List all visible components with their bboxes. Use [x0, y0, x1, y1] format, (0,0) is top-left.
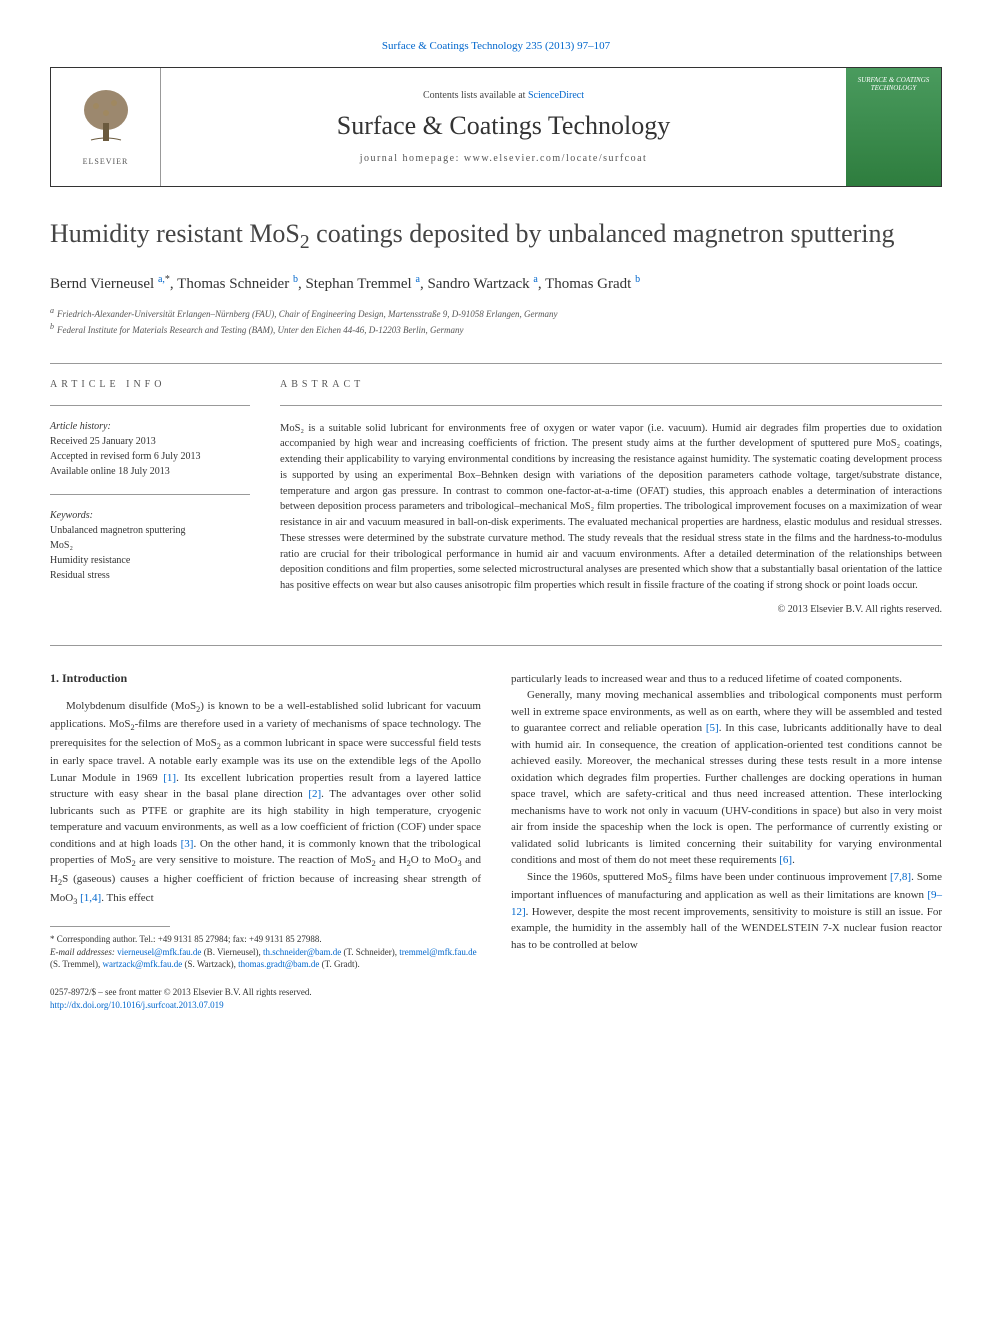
- affiliations: aFriedrich-Alexander-Universität Erlange…: [50, 305, 942, 338]
- header-center: Contents lists available at ScienceDirec…: [161, 68, 846, 186]
- info-heading: article info: [50, 379, 250, 390]
- info-divider: [50, 494, 250, 495]
- info-abstract-row: article info Article history: Received 2…: [50, 379, 942, 615]
- issn-line: 0257-8972/$ – see front matter © 2013 El…: [50, 986, 481, 999]
- body-text: particularly leads to increased wear and…: [511, 671, 942, 954]
- history-line: Received 25 January 2013: [50, 434, 250, 449]
- doi-link[interactable]: http://dx.doi.org/10.1016/j.surfcoat.201…: [50, 1000, 224, 1010]
- cover-title: SURFACE & COATINGS TECHNOLOGY: [850, 76, 937, 93]
- keyword: Residual stress: [50, 568, 250, 583]
- elsevier-logo: ELSEVIER: [66, 82, 146, 172]
- journal-name: Surface & Coatings Technology: [337, 111, 670, 141]
- elsevier-tree-icon: [76, 88, 136, 153]
- homepage-line: journal homepage: www.elsevier.com/locat…: [360, 153, 648, 164]
- left-column: 1. Introduction Molybdenum disulfide (Mo…: [50, 671, 481, 1011]
- keywords-block: Keywords: Unbalanced magnetron sputterin…: [50, 510, 250, 583]
- divider: [50, 363, 942, 364]
- body-text: Molybdenum disulfide (MoS2) is known to …: [50, 698, 481, 908]
- top-citation-link[interactable]: Surface & Coatings Technology 235 (2013)…: [50, 40, 942, 52]
- abstract-text: MoS₂ is a suitable solid lubricant for e…: [280, 421, 942, 594]
- publisher-logo-cell: ELSEVIER: [51, 68, 161, 186]
- email-link[interactable]: vierneusel@mfk.fau.de: [117, 947, 201, 957]
- history-line: Accepted in revised form 6 July 2013: [50, 449, 250, 464]
- right-column: particularly leads to increased wear and…: [511, 671, 942, 1011]
- body-columns: 1. Introduction Molybdenum disulfide (Mo…: [50, 671, 942, 1011]
- footer-meta: 0257-8972/$ – see front matter © 2013 El…: [50, 986, 481, 1011]
- email-link[interactable]: tremmel@mfk.fau.de: [399, 947, 476, 957]
- email-link[interactable]: th.schneider@bam.de: [263, 947, 341, 957]
- keywords-title: Keywords:: [50, 510, 250, 521]
- abstract-col: abstract MoS₂ is a suitable solid lubric…: [280, 379, 942, 615]
- sciencedirect-link[interactable]: ScienceDirect: [528, 90, 584, 101]
- divider: [50, 645, 942, 646]
- history-title: Article history:: [50, 421, 250, 432]
- section-heading: 1. Introduction: [50, 671, 481, 686]
- footnote-divider: [50, 926, 170, 927]
- top-citation: 235 (2013) 97–107: [526, 40, 610, 52]
- keyword: Humidity resistance: [50, 553, 250, 568]
- abstract-divider: [280, 405, 942, 406]
- info-divider: [50, 405, 250, 406]
- article-info-col: article info Article history: Received 2…: [50, 379, 250, 615]
- homepage-url: www.elsevier.com/locate/surfcoat: [464, 153, 647, 164]
- journal-cover: SURFACE & COATINGS TECHNOLOGY: [846, 68, 941, 186]
- publisher-name: ELSEVIER: [83, 157, 129, 166]
- history-block: Article history: Received 25 January 201…: [50, 421, 250, 479]
- journal-header: ELSEVIER Contents lists available at Sci…: [50, 67, 942, 187]
- abstract-heading: abstract: [280, 379, 942, 390]
- keyword: MoS₂: [50, 538, 250, 553]
- contents-line: Contents lists available at ScienceDirec…: [423, 90, 584, 101]
- top-journal: Surface & Coatings Technology: [382, 40, 523, 52]
- email-link[interactable]: wartzack@mfk.fau.de: [103, 959, 183, 969]
- email-addresses: E-mail addresses: vierneusel@mfk.fau.de …: [50, 946, 481, 971]
- keyword: Unbalanced magnetron sputtering: [50, 523, 250, 538]
- email-link[interactable]: thomas.gradt@bam.de: [238, 959, 319, 969]
- article-title: Humidity resistant MoS2 coatings deposit…: [50, 217, 942, 256]
- history-line: Available online 18 July 2013: [50, 464, 250, 479]
- corresponding-author: * Corresponding author. Tel.: +49 9131 8…: [50, 933, 481, 946]
- authors-line: Bernd Vierneusel a,*, Thomas Schneider b…: [50, 274, 942, 293]
- abstract-copyright: © 2013 Elsevier B.V. All rights reserved…: [280, 604, 942, 615]
